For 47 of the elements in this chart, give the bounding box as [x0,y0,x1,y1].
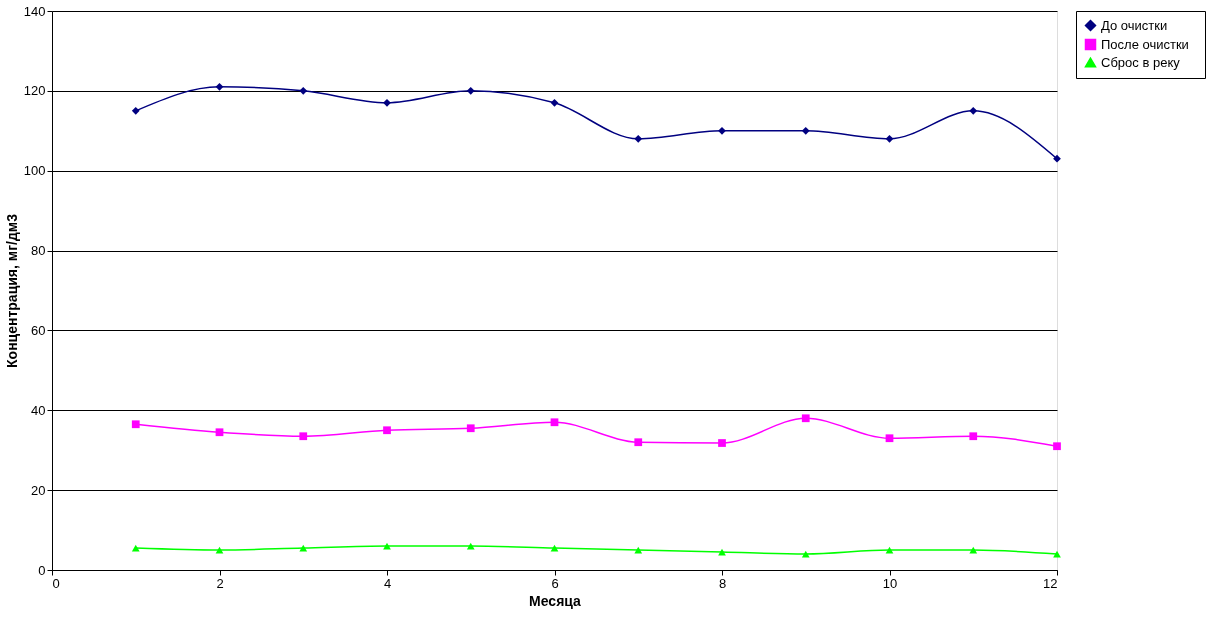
point [550,544,559,552]
x-tick-label: 6 [551,575,559,591]
x-axis-title: Месяца [529,592,582,609]
legend-label: Сброс в реку [1101,54,1181,70]
y-tick-label: 120 [23,83,46,99]
x-tick-label: 10 [882,575,898,591]
point [634,438,643,447]
y-tick-label: 100 [23,163,46,179]
point [885,134,894,143]
point [801,414,810,423]
point [215,82,224,91]
y-tick-label: 40 [31,402,46,418]
y-tick-label: 20 [31,482,46,498]
point [215,546,224,554]
point [969,106,978,115]
point [550,98,559,107]
point [131,420,140,429]
point [299,432,308,441]
point [718,126,726,135]
point [718,439,726,447]
point [383,98,391,107]
x-tick-label: 8 [718,575,727,591]
point [131,106,140,115]
x-tick-label: 12 [1043,575,1058,591]
point [466,86,475,95]
x-tick-label: 2 [216,575,224,591]
legend-label: После очистки [1101,36,1189,52]
point [1053,154,1061,163]
point [885,546,894,554]
y-tick-label: 140 [23,3,46,19]
point [299,86,308,95]
y-axis-title: Концентрация, мг/дм3 [3,213,20,368]
point [1053,442,1061,451]
y-tick-label: 0 [38,562,46,578]
point [801,126,810,135]
point [885,434,894,443]
legend-label: До очистки [1101,17,1168,33]
x-tick-label: 0 [52,575,60,591]
point [550,418,559,427]
y-tick-label: 60 [31,322,46,338]
point [634,134,643,143]
point [383,426,391,435]
point [215,428,224,437]
point [969,432,978,441]
x-tick-label: 4 [383,575,392,591]
y-tick-label: 80 [31,243,46,259]
point [466,424,475,433]
